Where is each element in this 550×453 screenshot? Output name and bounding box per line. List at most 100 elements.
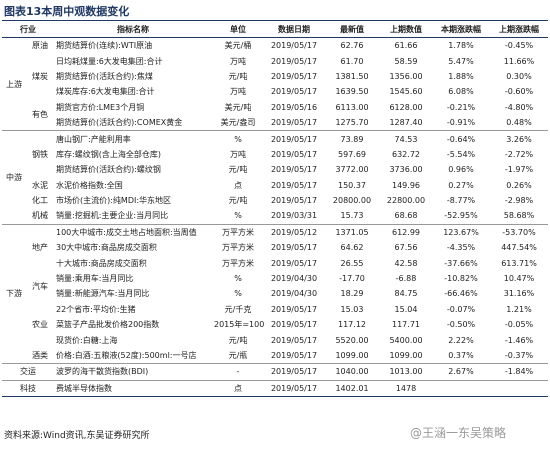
- previous-change: -1.97%: [504, 165, 534, 175]
- header-cell: 本期涨跌幅: [432, 20, 490, 38]
- previous-change: -0.45%: [490, 37, 548, 54]
- header-cell: 最新值: [324, 20, 380, 38]
- indicator: 100大中城市:成交土地占地面积:当周值: [54, 223, 212, 241]
- indicator: 期货官方价:LME3个月铜: [56, 102, 145, 112]
- date: 2019/05/17: [264, 37, 324, 54]
- latest-value: 117.12: [338, 320, 366, 330]
- latest-value: 61.70: [340, 56, 364, 66]
- table-row: 机械 销量:挖掘机:主要企业:当月同比% 2019/03/31 15.73 68.68 -…: [2, 208, 548, 224]
- indicator: 库存:螺纹钢(含上海全部仓库): [56, 149, 161, 159]
- latest-value: 26.55: [340, 258, 364, 268]
- previous-value: 149.96: [392, 180, 420, 190]
- unit: %: [234, 211, 242, 221]
- indicator: 价格:白酒:五粮液(52度):500ml:一号店: [56, 351, 197, 360]
- change: -0.07%: [446, 304, 476, 314]
- indicator: 日均耗煤量:6大发电集团:合计: [56, 56, 163, 66]
- indicator: 22个省市:平均价:生猪: [56, 304, 136, 314]
- indicator: 30大中城市:商品房成交面积: [56, 243, 157, 253]
- latest-value: 3772.00: [335, 165, 369, 175]
- table-row: 30大中城市:商品房成交面积 万平方米 2019/05/17 64.62 67.56 -4…: [2, 240, 548, 255]
- latest-value: 1275.70: [335, 118, 369, 128]
- previous-change: -2.98%: [504, 196, 534, 206]
- unit: %: [234, 274, 242, 284]
- latest-value: 1371.05: [324, 223, 380, 241]
- date: 2019/05/17: [270, 320, 318, 330]
- unit: 万吨: [230, 87, 246, 97]
- indicator: 菜篮子产品批发价格200指数: [56, 320, 160, 330]
- table-row: 科技 费城半导体指数点 2019/05/17 1402.01 1478: [2, 379, 548, 397]
- industry: 原油: [26, 37, 54, 54]
- table-row: 销量:新能源汽车:当月同比% 2019/04/30 18.29 84.75 -66.46…: [2, 286, 548, 301]
- table-row: 十大城市:商品房成交面积 万平方米 2019/05/17 26.55 42.58 -37.…: [2, 255, 548, 270]
- watermark: @王涵一东吴策略: [410, 426, 507, 440]
- previous-change: 613.71%: [501, 258, 537, 268]
- date: 2019/05/17: [270, 87, 318, 97]
- indicator: 期货结算价(活跃合约):螺纹钢: [56, 165, 161, 175]
- table-row: 交运 波罗的海干散货指数(BDI) -2019/05/17 1040.00 1013.0…: [2, 363, 548, 381]
- table-row: 期货结算价(活跃合约):焦煤 元/吨 2019/05/17 1381.50 1356.0…: [2, 69, 548, 84]
- previous-change: -0.60%: [504, 87, 534, 97]
- previous-change: 3.26%: [490, 130, 548, 147]
- previous-change: 11.66%: [503, 56, 535, 66]
- table-row: 期货结算价(活跃合约):COMEX黄金 美元/盎司 2019/05/17 1275.7…: [2, 115, 548, 131]
- unit: 万吨: [230, 149, 246, 159]
- change: 123.67%: [432, 223, 490, 241]
- industry: 煤炭: [32, 71, 48, 81]
- unit: 2015年=100: [214, 320, 264, 330]
- table-title: 图表13本周中观数据变化: [4, 5, 130, 18]
- indicator: 期货结算价(连续):WTI原油: [54, 37, 212, 54]
- indicator: 市场价(主流价):纯MDI:华东地区: [56, 196, 172, 206]
- industry: 农业: [32, 320, 48, 330]
- indicator: 煤炭库存:6大发电集团:合计: [56, 87, 155, 97]
- latest-value: 1402.01: [324, 379, 380, 397]
- latest-value: 62.76: [324, 37, 380, 54]
- latest-value: 18.29: [340, 289, 364, 299]
- industry: 酒类: [32, 351, 48, 360]
- previous-value: 1356.00: [389, 71, 423, 81]
- industry: 有色: [32, 110, 48, 120]
- previous-value: 612.99: [380, 223, 432, 241]
- unit: 元/瓶: [228, 351, 248, 360]
- latest-value: 1639.50: [335, 87, 369, 97]
- date: 2019/05/16: [270, 102, 318, 112]
- date: 2019/05/17: [270, 149, 318, 159]
- unit: 元/吨: [228, 165, 248, 175]
- unit: 元/吨: [228, 71, 248, 81]
- previous-value: 84.75: [394, 289, 418, 299]
- table-row: 菜篮子产品批发价格200指数 2015年=100 2019/05/17 117.12 1…: [2, 317, 548, 332]
- latest-value: -17.70: [339, 274, 365, 284]
- previous-value: 61.66: [380, 37, 432, 54]
- previous-value: 3736.00: [389, 165, 423, 175]
- industry: 汽车: [32, 281, 48, 291]
- previous-value: 6128.00: [389, 102, 423, 112]
- previous-value: 67.56: [394, 243, 418, 253]
- table-row: 汽车 销量:乘用车:当月同比% 2019/04/30 -17.70 -6.88 -10.8…: [2, 271, 548, 291]
- previous-value: 1545.60: [389, 87, 423, 97]
- change: -0.50%: [446, 320, 476, 330]
- previous-change: -1.46%: [504, 335, 534, 345]
- industry: 交运: [2, 363, 54, 381]
- table-row: 有色 期货官方价:LME3个月铜 美元/吨 2019/05/16 6113.00 6128…: [2, 100, 548, 120]
- date: 2019/05/17: [264, 379, 324, 397]
- change: 5.47%: [448, 56, 474, 66]
- unit: 万平方米: [222, 258, 254, 268]
- change: -10.82%: [444, 274, 478, 284]
- unit: %: [212, 130, 264, 147]
- date: 2019/05/17: [270, 196, 318, 206]
- header-cell: 数据日期: [264, 20, 324, 38]
- sector: 上游: [2, 36, 26, 131]
- unit: 万平方米: [212, 223, 264, 241]
- latest-value: 15.73: [340, 211, 364, 221]
- sector: 中游: [2, 130, 26, 225]
- industry: 化工: [32, 196, 48, 206]
- header-row: 行业 指标名称 单位 数据日期 最新值 上期数值 本期涨跌幅 上期涨跌幅: [2, 20, 548, 38]
- date: 2019/05/12: [264, 223, 324, 241]
- date: 2019/05/17: [270, 258, 318, 268]
- latest-value: 73.89: [324, 130, 380, 147]
- previous-change: 1.21%: [506, 304, 532, 314]
- indicator: 十大城市:商品房成交面积: [56, 258, 147, 268]
- previous-change: -1.84%: [490, 363, 548, 381]
- table-row: 上游 原油 期货结算价(连续):WTI原油 美元/桶 2019/05/17 62.76 61…: [2, 36, 548, 131]
- indicator: 唐山钢厂:产能利用率: [54, 130, 212, 147]
